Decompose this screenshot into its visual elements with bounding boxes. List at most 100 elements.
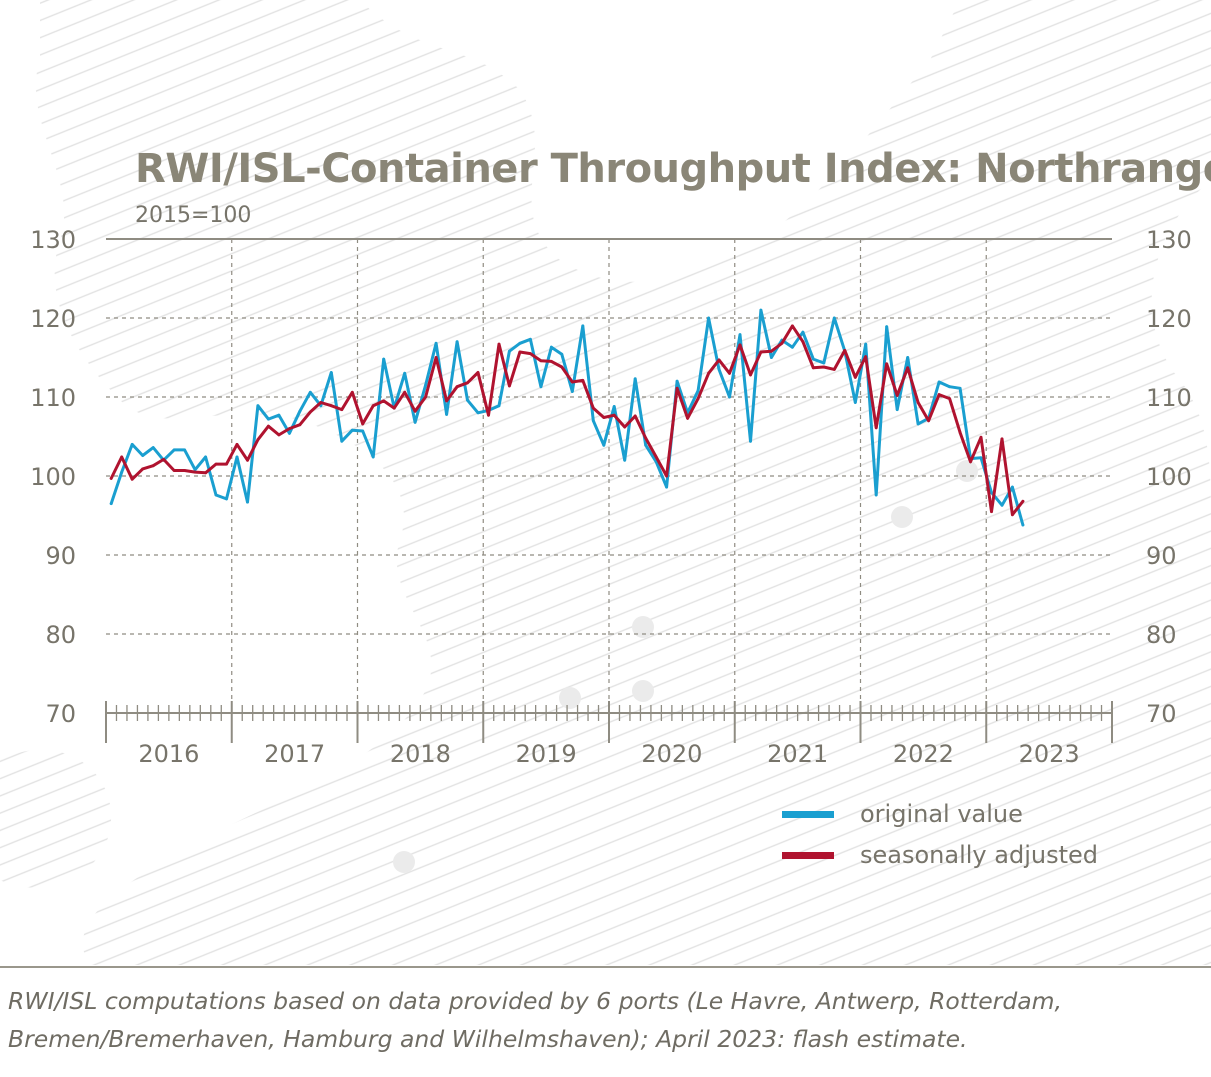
data-point	[371, 404, 375, 408]
data-point	[811, 366, 815, 370]
data-point	[612, 405, 616, 408]
data-point	[539, 385, 543, 389]
data-point	[476, 371, 480, 374]
series-seasonally-adjusted	[109, 324, 1025, 517]
data-point	[172, 469, 176, 472]
data-point	[906, 366, 910, 370]
data-point	[707, 371, 710, 375]
data-point	[109, 502, 113, 505]
data-point	[361, 429, 365, 433]
data-point	[120, 470, 124, 474]
data-point	[214, 493, 218, 497]
data-point	[162, 458, 166, 461]
data-point	[969, 460, 972, 464]
data-point	[256, 438, 260, 442]
legend-swatch-seasonal	[782, 852, 834, 859]
x-tick-label: 2020	[641, 740, 702, 768]
background-map	[0, 0, 1211, 965]
data-point	[455, 385, 459, 389]
data-point	[895, 408, 899, 411]
data-point	[623, 425, 627, 429]
legend-swatch-original	[782, 811, 834, 818]
data-point	[707, 316, 710, 320]
x-tick-label: 2018	[390, 740, 451, 768]
data-point	[403, 390, 407, 394]
data-point	[235, 443, 239, 446]
data-point	[256, 404, 260, 408]
data-point	[623, 458, 627, 462]
data-point	[874, 426, 878, 430]
data-point	[151, 464, 155, 468]
footnote: RWI/ISL computations based on data provi…	[8, 982, 1203, 1058]
y-tick-label-right: 80	[1146, 621, 1177, 649]
data-point	[570, 380, 574, 384]
data-point	[801, 340, 805, 344]
data-point	[696, 397, 700, 400]
data-point	[298, 423, 302, 427]
data-point	[591, 419, 595, 423]
data-point	[518, 341, 522, 345]
data-point	[204, 455, 208, 459]
data-point	[602, 443, 606, 447]
data-point	[990, 510, 993, 513]
data-point	[979, 456, 983, 460]
data-point	[822, 361, 826, 365]
data-point	[1011, 485, 1014, 489]
data-point	[1021, 523, 1025, 527]
data-point	[424, 395, 427, 399]
data-point	[696, 389, 700, 393]
data-point	[937, 393, 941, 396]
data-point	[466, 398, 469, 402]
footnote-line-1: RWI/ISL computations based on data provi…	[8, 987, 1063, 1015]
data-point	[539, 359, 543, 363]
data-point	[633, 377, 637, 381]
data-point	[120, 455, 124, 459]
data-point	[728, 371, 731, 375]
data-point	[382, 399, 386, 403]
data-point	[403, 371, 407, 375]
data-point	[864, 342, 868, 346]
data-point	[832, 368, 836, 371]
data-point	[665, 485, 668, 489]
data-point	[225, 462, 228, 466]
x-tick-label: 2022	[893, 740, 954, 768]
y-tick-label-left: 70	[45, 700, 76, 728]
data-point	[497, 404, 501, 408]
series-line	[109, 324, 1025, 517]
data-point	[371, 455, 375, 459]
data-point	[141, 454, 145, 457]
y-tick-label-left: 110	[30, 384, 76, 412]
data-point	[927, 419, 930, 423]
data-point	[770, 349, 773, 353]
data-point	[675, 386, 679, 390]
y-tick-label-right: 90	[1146, 542, 1177, 570]
grid-lines	[106, 239, 1112, 713]
data-point	[832, 316, 836, 320]
data-point	[518, 350, 522, 354]
data-point	[759, 350, 763, 354]
data-point	[109, 477, 113, 480]
data-point	[455, 340, 459, 344]
data-point	[791, 324, 794, 328]
chart-subtitle: 2015=100	[135, 203, 252, 228]
data-point	[246, 458, 249, 462]
x-tick-label: 2016	[138, 740, 199, 768]
data-point	[413, 420, 417, 424]
data-point	[885, 362, 889, 366]
data-point	[550, 360, 553, 363]
data-point	[225, 497, 228, 501]
data-point	[1011, 513, 1014, 517]
data-point	[570, 390, 574, 393]
chart-title: RWI/ISL-Container Throughput Index: Nort…	[135, 146, 1211, 192]
x-tick-label: 2021	[767, 740, 828, 768]
y-tick-label-left: 130	[30, 226, 76, 254]
data-point	[560, 352, 564, 356]
data-point	[434, 356, 438, 359]
x-tick-label: 2019	[516, 740, 577, 768]
data-point	[654, 455, 658, 459]
data-point	[581, 379, 585, 382]
data-point	[235, 455, 239, 459]
data-point	[958, 386, 962, 390]
y-tick-label-right: 70	[1146, 700, 1177, 728]
